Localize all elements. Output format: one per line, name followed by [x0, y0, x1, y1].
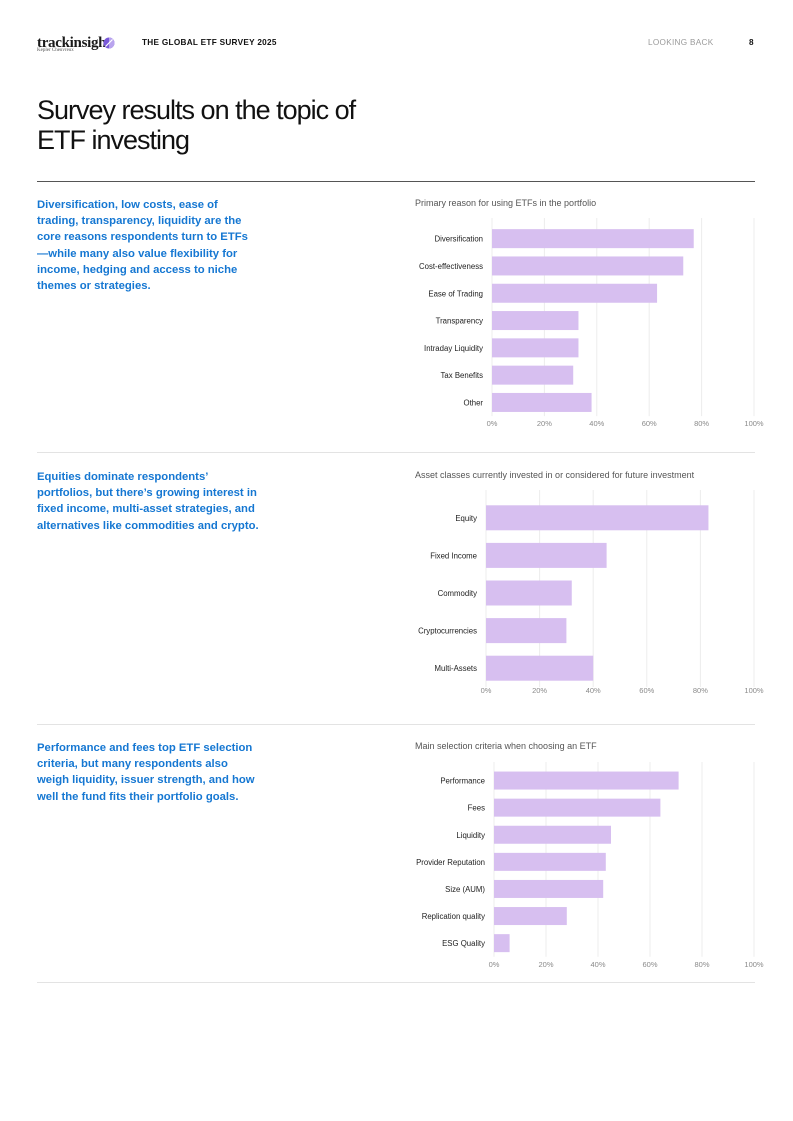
section-2-blurb: Equities dominate respondents’ portfolio… — [37, 471, 259, 532]
bar — [494, 798, 661, 817]
bar — [492, 365, 574, 385]
bar — [492, 338, 579, 358]
section-divider — [37, 724, 755, 725]
bar — [492, 311, 579, 331]
bar — [494, 852, 606, 871]
category-label: Performance — [440, 777, 485, 786]
section-divider — [37, 982, 755, 983]
section-1-blurb: Diversification, low costs, ease of trad… — [37, 199, 248, 293]
tick-label: 0% — [487, 419, 498, 428]
brand-logo: trackinsight — [37, 35, 111, 51]
bar — [492, 229, 694, 249]
page-number: 8 — [749, 38, 754, 47]
bar — [494, 934, 510, 953]
category-label: Replication quality — [422, 912, 485, 921]
category-label: Fees — [468, 804, 485, 813]
bar — [486, 655, 594, 681]
tick-label: 40% — [589, 419, 604, 428]
tick-label: 60% — [642, 419, 657, 428]
bar — [494, 771, 679, 790]
bar — [494, 825, 611, 844]
bar — [494, 879, 604, 898]
category-label: Other — [464, 398, 484, 407]
category-label: Diversification — [434, 235, 483, 244]
report-title: THE GLOBAL ETF SURVEY 2025 — [142, 38, 277, 47]
category-label: Commodity — [438, 589, 478, 598]
bar — [486, 542, 607, 568]
tick-label: 20% — [538, 960, 553, 969]
category-label: Liquidity — [456, 831, 485, 840]
tick-label: 80% — [694, 960, 709, 969]
tick-label: 60% — [639, 686, 654, 695]
category-label: Tax Benefits — [441, 371, 484, 380]
tick-label: 100% — [744, 960, 764, 969]
chart-2: Equity Fixed Income Commodity Cryptocurrenc… — [418, 490, 764, 695]
category-label: Equity — [455, 514, 477, 523]
bar — [486, 505, 709, 531]
category-label: Cost-effectiveness — [419, 262, 483, 271]
bar — [492, 392, 592, 412]
tick-label: 100% — [744, 419, 764, 428]
title-divider — [37, 181, 755, 182]
chart-1-title: Primary reason for using ETFs in the por… — [415, 198, 597, 208]
bar — [494, 907, 567, 926]
chart-2-title: Asset classes currently invested in or c… — [415, 470, 695, 480]
tick-label: 80% — [694, 419, 709, 428]
brand-logo-subtitle: Kepler Cheuvreux — [37, 48, 74, 53]
chart-3: Performance Fees Liquidity Provider Reputat… — [416, 762, 764, 969]
category-label: Multi-Assets — [435, 664, 478, 673]
category-label: Cryptocurrencies — [418, 627, 477, 636]
tick-label: 20% — [537, 419, 552, 428]
tick-label: 0% — [481, 686, 492, 695]
section-3-blurb: Performance and fees top ETF selection c… — [37, 742, 255, 803]
bar — [486, 618, 567, 644]
page-title: Survey results on the topic of ETF inves… — [37, 95, 356, 155]
section-divider — [37, 452, 755, 453]
chart-1: Diversification Cost-effectiveness Ease of… — [419, 218, 764, 428]
tick-label: 100% — [744, 686, 764, 695]
bar — [486, 580, 572, 606]
category-label: ESG Quality — [442, 939, 485, 948]
bar — [492, 283, 658, 303]
category-label: Intraday Liquidity — [424, 344, 483, 353]
tick-label: 40% — [586, 686, 601, 695]
category-label: Ease of Trading — [428, 289, 483, 298]
tick-label: 0% — [489, 960, 500, 969]
bar — [492, 256, 684, 276]
tick-label: 60% — [642, 960, 657, 969]
tick-label: 40% — [590, 960, 605, 969]
chart-3-title: Main selection criteria when choosing an… — [415, 741, 597, 751]
category-label: Fixed Income — [430, 551, 477, 560]
category-label: Provider Reputation — [416, 858, 485, 867]
tick-label: 20% — [532, 686, 547, 695]
section-label: LOOKING BACK — [648, 38, 714, 47]
category-label: Transparency — [436, 317, 483, 326]
brand-logo-mark-icon — [103, 37, 115, 49]
tick-label: 80% — [693, 686, 708, 695]
category-label: Size (AUM) — [445, 885, 485, 894]
